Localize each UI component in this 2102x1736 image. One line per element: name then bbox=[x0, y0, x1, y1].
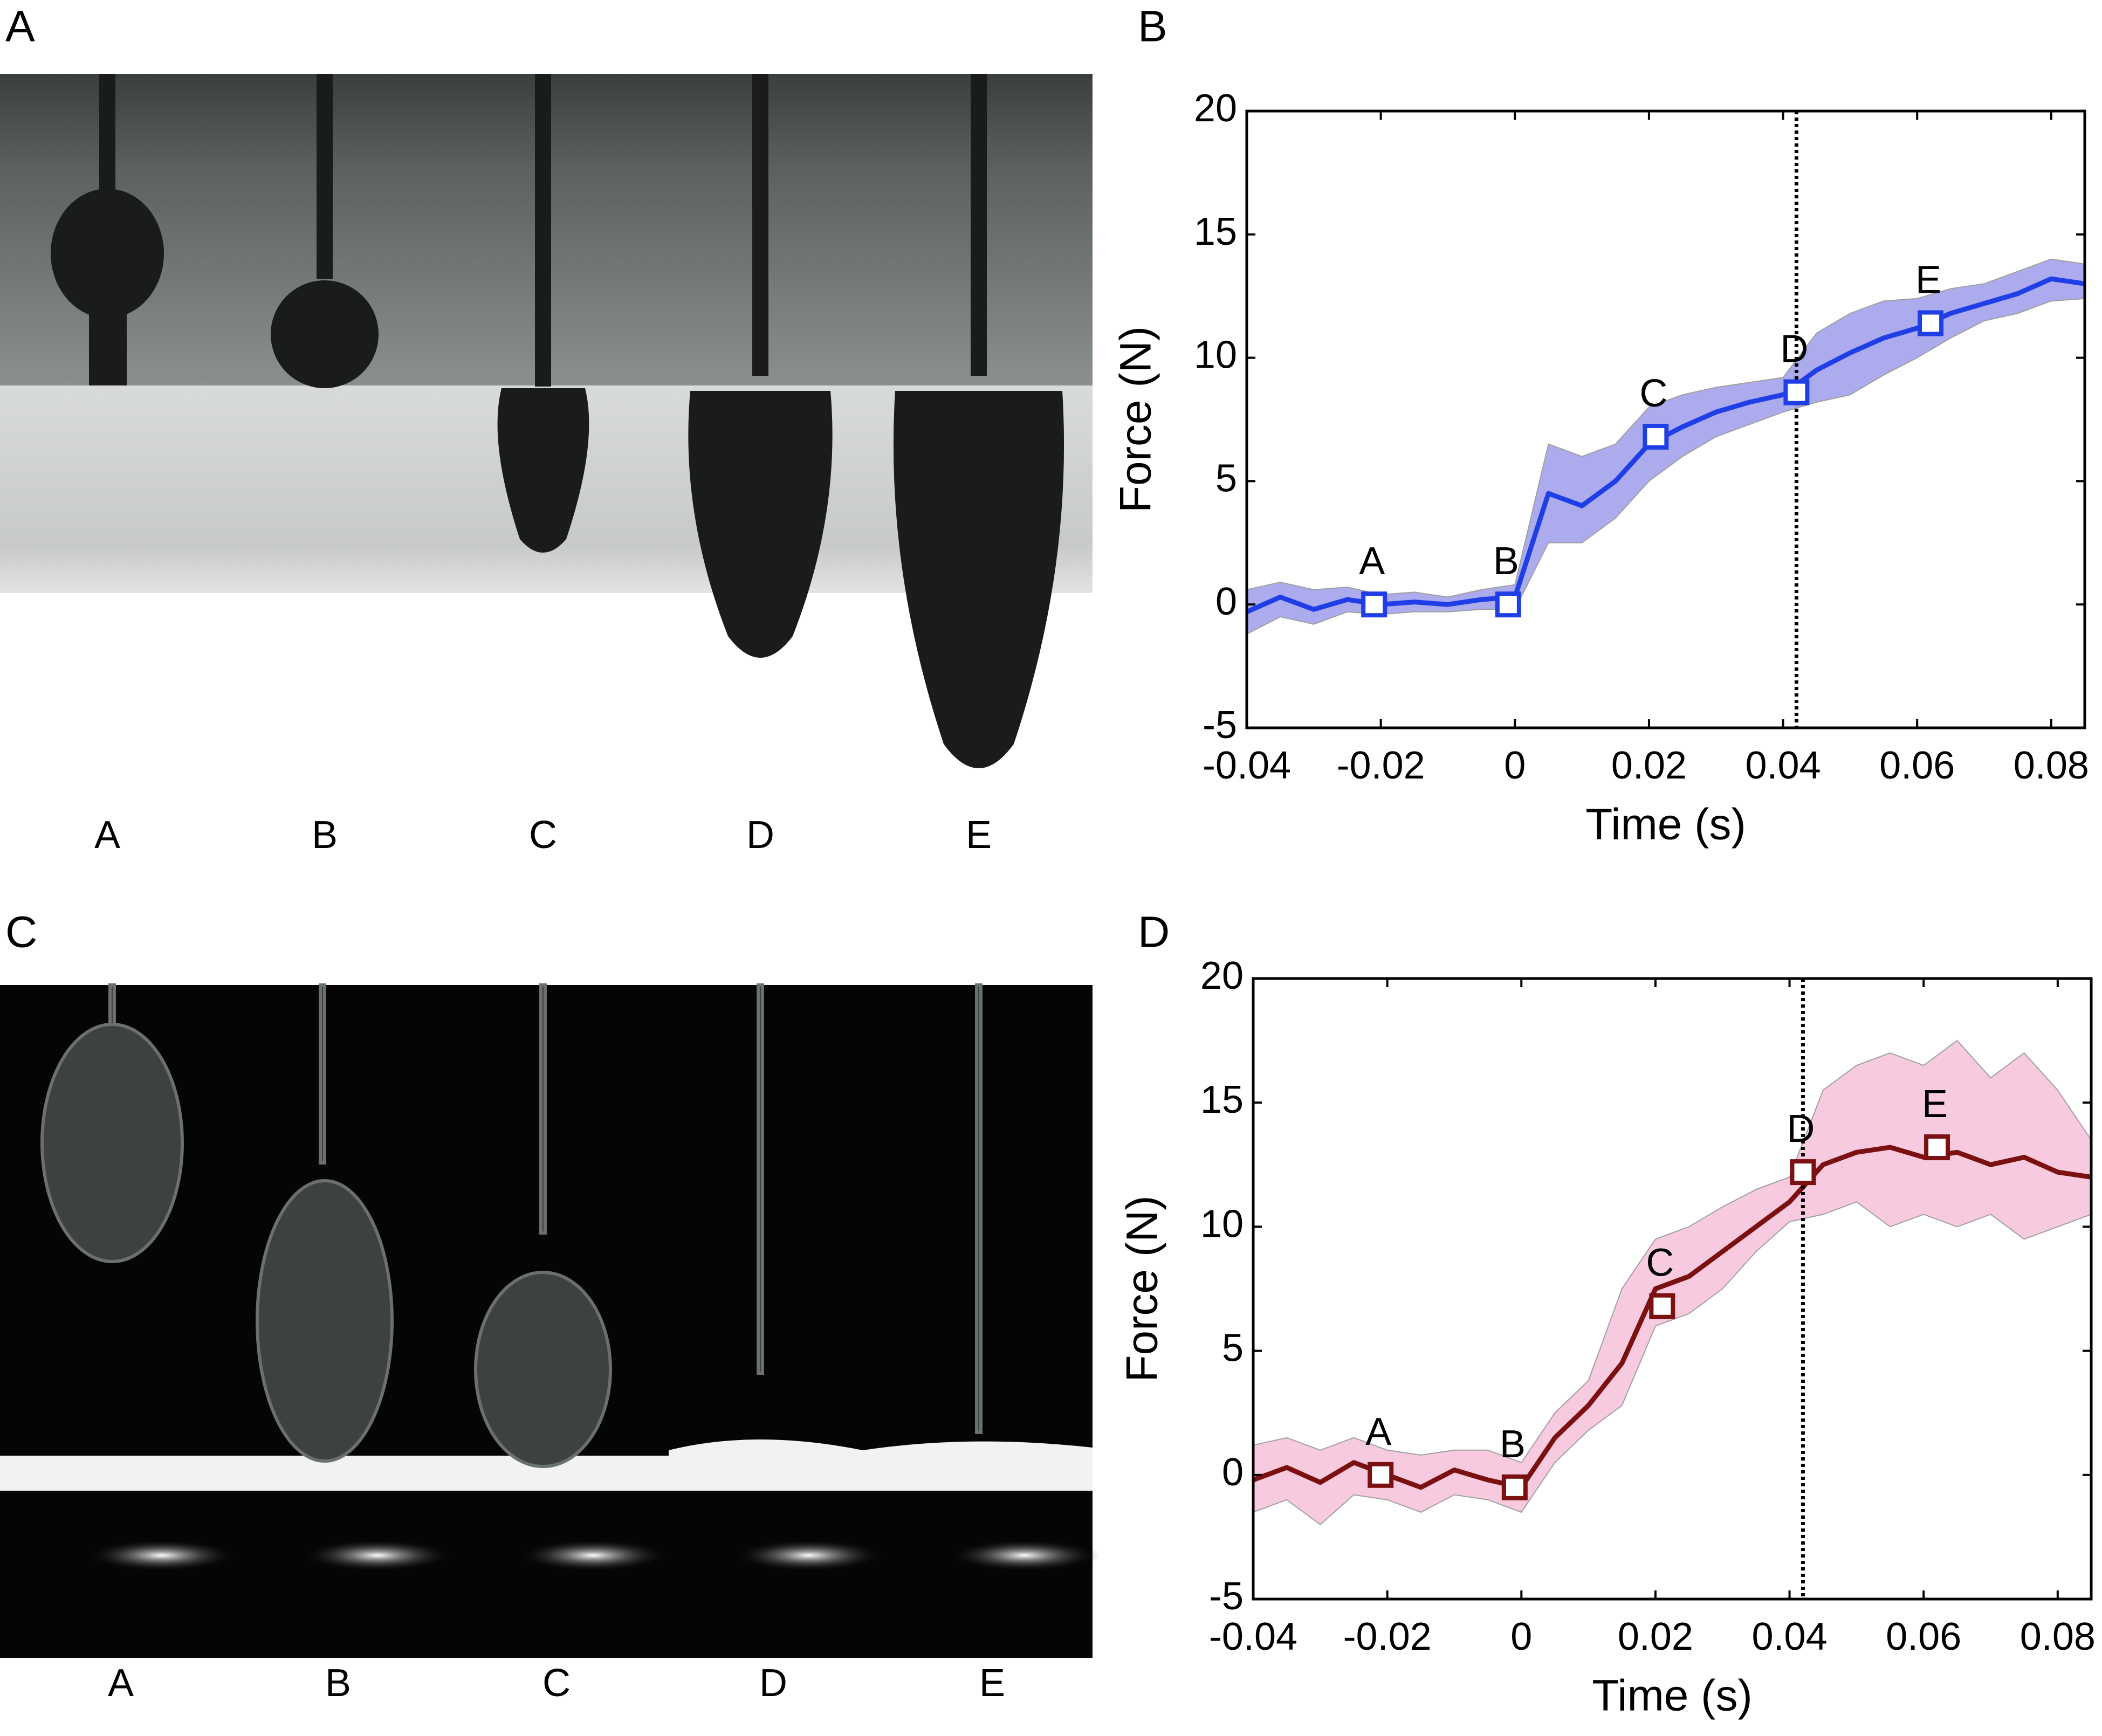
x-tick-label: -0.02 bbox=[1337, 744, 1425, 787]
x-tick-label: 0.04 bbox=[1751, 1615, 1827, 1658]
photo-label: D bbox=[746, 814, 774, 857]
x-tick-label: 0.04 bbox=[1745, 744, 1821, 787]
panel-label: A bbox=[5, 2, 35, 51]
x-axis-label: Time (s) bbox=[1585, 800, 1746, 849]
x-tick-label: -0.04 bbox=[1203, 744, 1291, 787]
y-axis-label: Force (N) bbox=[1111, 326, 1160, 513]
marker-label: E bbox=[1922, 1083, 1948, 1126]
photo-label: B bbox=[312, 814, 338, 857]
marker-label: C bbox=[1639, 372, 1667, 415]
marker bbox=[1643, 424, 1669, 450]
y-tick-label: 5 bbox=[1222, 1327, 1244, 1370]
marker bbox=[1924, 1134, 1950, 1161]
photo-label: B bbox=[325, 1662, 351, 1705]
panel-label: C bbox=[5, 908, 37, 957]
photo-label: E bbox=[966, 814, 992, 857]
photo-label: A bbox=[94, 814, 120, 857]
y-tick-label: 15 bbox=[1200, 1078, 1244, 1121]
x-tick-label: 0.06 bbox=[1879, 744, 1955, 787]
y-tick-label: 10 bbox=[1194, 334, 1237, 377]
marker bbox=[1368, 1462, 1394, 1488]
photo-a bbox=[0, 74, 1093, 784]
y-tick-label: 20 bbox=[1194, 87, 1237, 130]
y-tick-label: 15 bbox=[1194, 210, 1237, 253]
x-tick-label: -0.04 bbox=[1209, 1615, 1297, 1658]
plot-frame bbox=[1252, 977, 2093, 1601]
x-tick-label: 0 bbox=[1510, 1615, 1532, 1658]
x-tick-label: 0 bbox=[1504, 744, 1526, 787]
marker bbox=[1790, 1159, 1816, 1186]
x-tick-label: 0.06 bbox=[1886, 1615, 1961, 1658]
marker-label: B bbox=[1500, 1423, 1526, 1466]
marker-label: C bbox=[1646, 1242, 1674, 1285]
marker bbox=[1649, 1293, 1675, 1319]
x-tick-label: 0.02 bbox=[1611, 744, 1687, 787]
marker-label: D bbox=[1780, 328, 1808, 371]
x-tick-label: 0.08 bbox=[2020, 1615, 2096, 1658]
y-tick-label: 20 bbox=[1200, 954, 1244, 997]
y-tick-label: 5 bbox=[1215, 457, 1237, 500]
x-axis-label: Time (s) bbox=[1592, 1671, 1753, 1720]
y-axis-label: Force (N) bbox=[1118, 1195, 1167, 1382]
photo-label: C bbox=[529, 814, 557, 857]
marker bbox=[1501, 1474, 1528, 1500]
photo-label: D bbox=[759, 1662, 787, 1705]
marker-label: E bbox=[1915, 259, 1941, 302]
marker-label: A bbox=[1365, 1410, 1391, 1453]
marker-label: D bbox=[1787, 1107, 1815, 1151]
x-tick-label: -0.02 bbox=[1343, 1615, 1432, 1658]
marker bbox=[1783, 379, 1810, 405]
y-tick-label: 10 bbox=[1200, 1202, 1244, 1245]
marker bbox=[1918, 310, 1944, 336]
y-tick-label: 0 bbox=[1215, 580, 1237, 623]
y-tick-label: -5 bbox=[1203, 704, 1237, 747]
photo-label: E bbox=[979, 1662, 1005, 1705]
y-tick-label: -5 bbox=[1209, 1575, 1244, 1618]
x-tick-label: 0.02 bbox=[1618, 1615, 1693, 1658]
x-tick-label: 0.08 bbox=[2014, 744, 2089, 787]
panel-label: D bbox=[1138, 908, 1170, 957]
panel-label: B bbox=[1138, 2, 1167, 51]
marker-label: B bbox=[1493, 540, 1519, 583]
plot-frame bbox=[1245, 109, 2086, 729]
photo-c bbox=[0, 983, 1100, 1658]
marker bbox=[1495, 591, 1521, 618]
y-tick-label: 0 bbox=[1222, 1451, 1244, 1494]
marker-label: A bbox=[1359, 540, 1385, 583]
marker bbox=[1361, 591, 1387, 618]
photo-label: A bbox=[108, 1662, 134, 1705]
photo-label: C bbox=[542, 1662, 571, 1705]
